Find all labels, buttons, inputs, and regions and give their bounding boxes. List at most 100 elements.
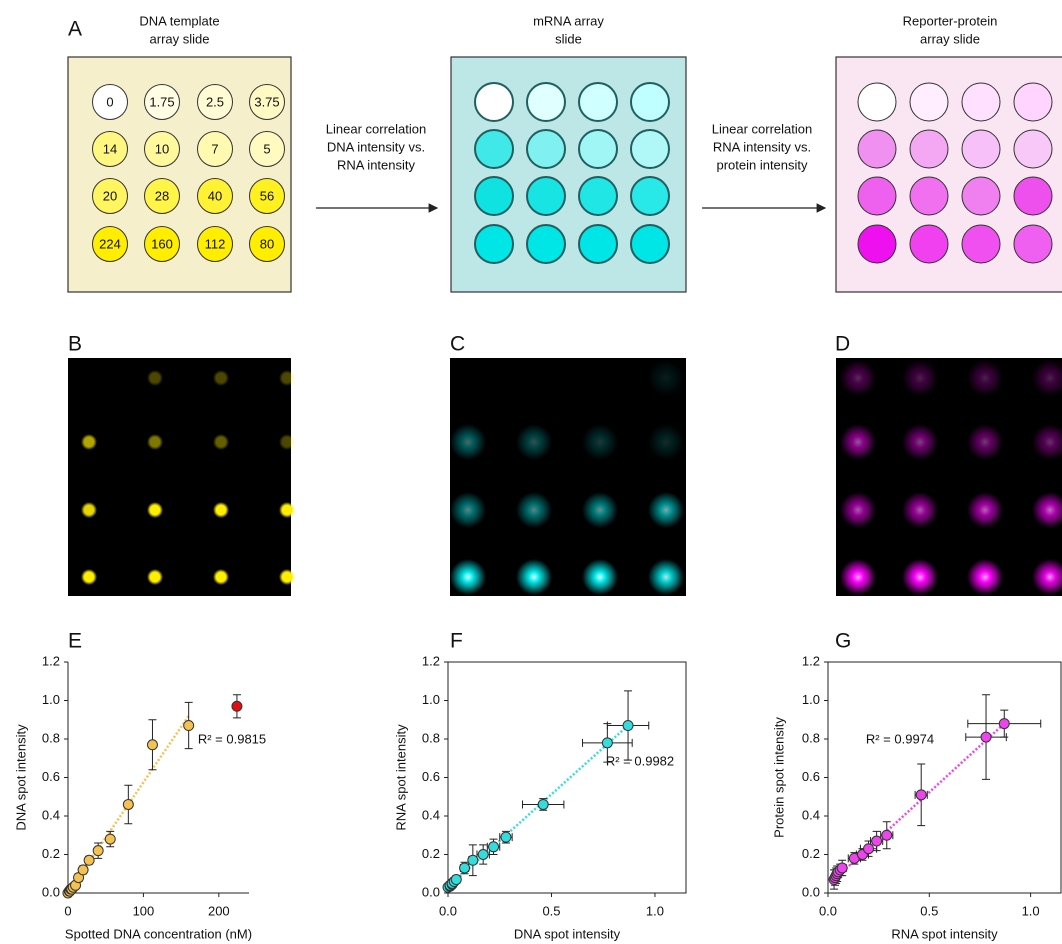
spot-label: 112	[205, 236, 226, 251]
slide-title: array slide	[920, 31, 980, 46]
data-point	[460, 863, 470, 873]
x-tick-label: 200	[208, 903, 230, 918]
spot	[579, 177, 617, 215]
spot	[475, 225, 513, 263]
spot	[579, 83, 617, 121]
spot	[527, 225, 565, 263]
data-point	[623, 721, 633, 731]
y-tick-label: 0.4	[42, 807, 60, 822]
fluorescent-spot	[516, 559, 552, 595]
spot-label: 3.75	[254, 94, 279, 109]
y-tick-label: 0.4	[802, 807, 820, 822]
spot	[910, 177, 948, 215]
fluorescent-spot	[81, 569, 97, 585]
fluorescent-spot	[147, 502, 163, 518]
spot-label: 28	[155, 188, 169, 203]
y-tick-label: 1.0	[42, 692, 60, 707]
spot-label: 160	[151, 236, 173, 251]
spot-label: 7	[211, 141, 218, 156]
data-point	[105, 834, 115, 844]
data-point	[501, 832, 511, 842]
arrow-text: protein intensity	[716, 157, 808, 172]
spot	[910, 83, 948, 121]
fluorescent-spot	[967, 492, 1003, 528]
panel-label: B	[68, 333, 82, 356]
spot	[475, 177, 513, 215]
fluorescent-spot	[582, 492, 618, 528]
data-point	[837, 863, 847, 873]
data-point	[78, 865, 88, 875]
y-tick-label: 1.0	[802, 692, 820, 707]
spot	[475, 83, 513, 121]
fluorescent-spot	[967, 360, 1003, 396]
spot-label: 56	[260, 188, 274, 203]
y-tick-label: 1.2	[802, 653, 820, 668]
y-tick-label: 1.0	[422, 692, 440, 707]
data-point	[232, 701, 242, 711]
x-tick-label: 1.0	[1022, 903, 1040, 918]
spot	[962, 130, 1000, 168]
y-tick-label: 1.2	[42, 653, 60, 668]
data-point	[489, 842, 499, 852]
r-squared: R² = 0.9974	[866, 731, 934, 746]
slide-title: array slide	[150, 31, 210, 46]
data-point	[184, 721, 194, 731]
fluorescent-spot	[840, 360, 876, 396]
spot	[858, 130, 896, 168]
spot	[962, 83, 1000, 121]
arrow-text: RNA intensity	[337, 157, 416, 172]
spot	[631, 177, 669, 215]
arrow-text: DNA intensity vs.	[327, 139, 425, 154]
panel-label: E	[68, 630, 82, 653]
y-tick-label: 1.2	[422, 653, 440, 668]
spot	[858, 83, 896, 121]
spot	[631, 83, 669, 121]
data-point	[84, 855, 94, 865]
fluorescence-image	[836, 358, 1062, 596]
fluorescence-image	[450, 358, 686, 596]
spot-label: 20	[103, 188, 117, 203]
x-axis-label: Spotted DNA concentration (nM)	[65, 926, 252, 941]
spot	[1014, 130, 1052, 168]
figure: ABCDEFGDNA templatearray slide01.752.53.…	[0, 0, 1062, 944]
y-axis-label: RNA spot intensity	[393, 724, 408, 831]
y-tick-label: 0.8	[42, 730, 60, 745]
x-tick-label: 0	[64, 903, 71, 918]
y-axis-label: Protein spot intensity	[771, 717, 786, 838]
y-tick-label: 0.8	[802, 730, 820, 745]
spot	[579, 130, 617, 168]
spot	[631, 225, 669, 263]
spot-label: 0	[106, 94, 113, 109]
arrow-text: RNA intensity vs.	[713, 139, 811, 154]
r-squared: R² = 0.9982	[606, 753, 674, 768]
fluorescent-spot	[450, 559, 486, 595]
spot	[858, 225, 896, 263]
fluorescent-spot	[147, 370, 163, 386]
slide-title: Reporter-protein	[903, 13, 998, 28]
spot	[527, 177, 565, 215]
spot-label: 2.5	[206, 94, 224, 109]
x-tick-label: 0.0	[819, 903, 837, 918]
spot	[527, 83, 565, 121]
spot-label: 10	[155, 141, 169, 156]
data-point	[478, 850, 488, 860]
fluorescent-spot	[81, 434, 97, 450]
panel-label: F	[450, 630, 463, 653]
slide-title: DNA template	[139, 13, 219, 28]
arrow-text: Linear correlation	[712, 121, 812, 136]
y-tick-label: 0.6	[422, 769, 440, 784]
fluorescent-spot	[213, 370, 229, 386]
x-tick-label: 0.5	[542, 903, 560, 918]
y-tick-label: 0.8	[422, 730, 440, 745]
fluorescent-spot	[967, 559, 1003, 595]
panel-label: D	[835, 333, 850, 356]
spot	[527, 130, 565, 168]
fluorescent-spot	[279, 370, 295, 386]
data-point	[93, 846, 103, 856]
fluorescent-spot	[840, 559, 876, 595]
slide-title: slide	[555, 31, 582, 46]
slide-title: mRNA array	[533, 13, 604, 28]
spot-label: 224	[99, 236, 121, 251]
fluorescent-spot	[450, 424, 486, 460]
fluorescent-spot	[516, 424, 552, 460]
